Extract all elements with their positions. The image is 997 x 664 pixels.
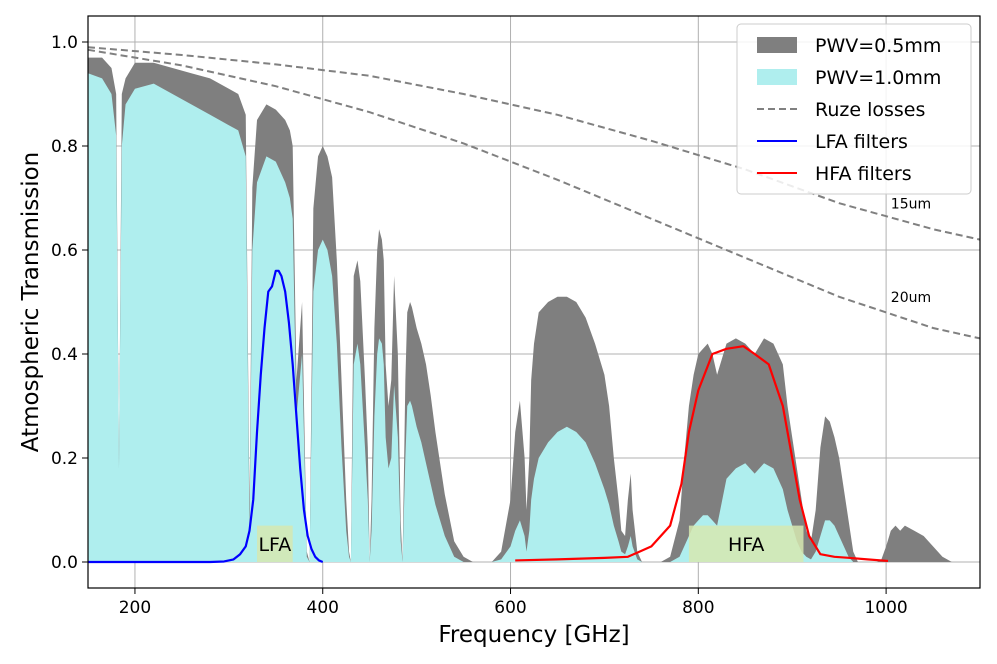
annotation-15um: 15um — [891, 196, 931, 212]
legend-label-lfa-filters: LFA filters — [815, 131, 908, 153]
x-tick-label: 400 — [307, 598, 339, 618]
x-tick-label: 800 — [682, 598, 714, 618]
plot-frame — [87, 15, 981, 589]
y-tick-label: 0.4 — [51, 345, 78, 365]
line-series-ruze-losses-20um — [87, 48, 981, 340]
y-tick-label: 0.2 — [51, 449, 78, 469]
y-tick-label: 0.0 — [51, 553, 78, 573]
band-label-lfa: LFA — [258, 534, 291, 556]
x-tick-label: 600 — [494, 598, 526, 618]
x-axis-label: Frequency [GHz] — [438, 622, 629, 648]
line-series-group — [87, 46, 981, 564]
legend-label-pwv-1-0mm: PWV=1.0mm — [815, 67, 941, 89]
y-tick-label: 0.6 — [51, 241, 78, 261]
y-axis-label: Atmospheric Transmission — [18, 152, 44, 453]
x-tick-label: 1000 — [864, 598, 907, 618]
legend-swatch-pwv-0-5mm — [757, 37, 797, 53]
legend-label-pwv-0-5mm: PWV=0.5mm — [815, 35, 941, 57]
legend-swatch-pwv-1-0mm — [757, 69, 797, 85]
y-tick-label: 0.8 — [51, 137, 78, 157]
area-series-pwv-0-5mm — [88, 57, 980, 562]
line-series-hfa-filters — [515, 345, 889, 563]
legend: PWV=0.5mm PWV=1.0mm Ruze losses LFA filters… — [736, 23, 972, 195]
band-lfa — [257, 525, 293, 562]
filter-bands-group: LFA HFA — [257, 525, 804, 562]
line-series-lfa-filters — [88, 269, 324, 564]
legend-label-hfa-filters: HFA filters — [815, 163, 912, 185]
legend-box — [736, 23, 972, 195]
legend-label-ruze-losses: Ruze losses — [815, 99, 925, 121]
band-label-hfa: HFA — [728, 534, 764, 556]
axis-ticks-group: 200 400 600 800 1000 0.0 0.2 0.4 0.6 0.8 1.0 — [51, 33, 908, 618]
band-hfa — [688, 525, 804, 562]
annotations-group: 15um 20um — [891, 196, 931, 306]
annotation-20um: 20um — [891, 290, 931, 306]
line-series-ruze-losses-15um — [87, 46, 981, 241]
x-tick-label: 200 — [119, 598, 151, 618]
y-tick-label: 1.0 — [51, 33, 78, 53]
